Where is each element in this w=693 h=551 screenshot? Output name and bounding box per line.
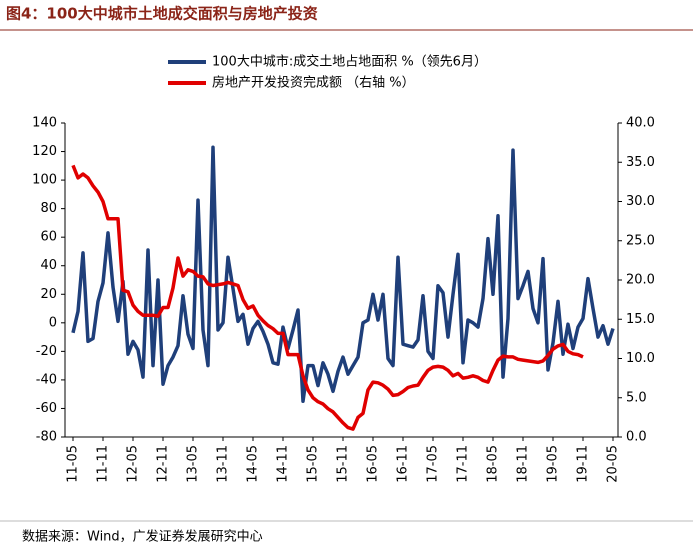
x-tick-label: 19-11 — [576, 445, 591, 483]
chart-title: 图4：100大中城市土地成交面积与房地产投资 — [6, 5, 318, 23]
y-tick-label: 0 — [49, 315, 57, 330]
x-tick-label: 16-05 — [366, 445, 381, 483]
x-tick-label: 12-11 — [156, 445, 171, 483]
x-tick-label: 17-11 — [456, 445, 471, 483]
y2-tick-label: 35.0 — [626, 155, 655, 170]
legend-label: 房地产开发投资完成额 （右轴 %） — [212, 75, 415, 91]
x-tick-label: 11-11 — [96, 445, 111, 483]
x-tick-label: 15-05 — [306, 445, 321, 483]
x-tick-label: 19-05 — [546, 445, 561, 483]
x-tick-label: 18-11 — [516, 445, 531, 483]
y-tick-label: 140 — [32, 116, 57, 131]
y-tick-label: 60 — [40, 230, 57, 245]
series-line — [71, 145, 615, 404]
y-tick-label: 120 — [32, 144, 57, 159]
x-tick-label: 17-05 — [426, 445, 441, 483]
x-tick-label: 14-05 — [246, 445, 261, 483]
y2-tick-label: 40.0 — [626, 116, 655, 131]
x-tick-label: 18-05 — [486, 445, 501, 483]
series-line — [71, 164, 584, 431]
x-tick-label: 13-11 — [216, 445, 231, 483]
y2-tick-label: 30.0 — [626, 194, 655, 209]
legend-label: 100大中城市:成交土地占地面积 %（领先6月） — [212, 54, 487, 70]
y2-tick-label: 15.0 — [626, 312, 655, 327]
source: 数据来源：Wind，广发证券发展研究中心 — [22, 529, 263, 545]
y-tick-label: -20 — [36, 344, 57, 359]
y-tick-label: 40 — [40, 258, 57, 273]
y-tick-label: 20 — [40, 287, 57, 302]
x-tick-label: 15-11 — [336, 445, 351, 483]
y2-tick-label: 10.0 — [626, 351, 655, 366]
x-tick-label: 14-11 — [276, 445, 291, 483]
y-tick-label: -40 — [36, 372, 57, 387]
x-tick-label: 13-05 — [186, 445, 201, 483]
y2-tick-label: 5.0 — [626, 390, 647, 405]
x-tick-label: 11-05 — [66, 445, 81, 483]
x-tick-label: 20-05 — [606, 445, 621, 483]
y2-tick-label: 25.0 — [626, 233, 655, 248]
y2-tick-label: 20.0 — [626, 273, 655, 288]
y2-tick-label: 0.0 — [626, 430, 647, 445]
y-tick-label: -80 — [36, 430, 57, 445]
x-tick-label: 12-05 — [126, 445, 141, 483]
y-tick-label: -60 — [36, 401, 57, 416]
y-tick-label: 100 — [32, 173, 57, 188]
y-tick-label: 80 — [40, 201, 57, 216]
x-tick-label: 16-11 — [396, 445, 411, 483]
